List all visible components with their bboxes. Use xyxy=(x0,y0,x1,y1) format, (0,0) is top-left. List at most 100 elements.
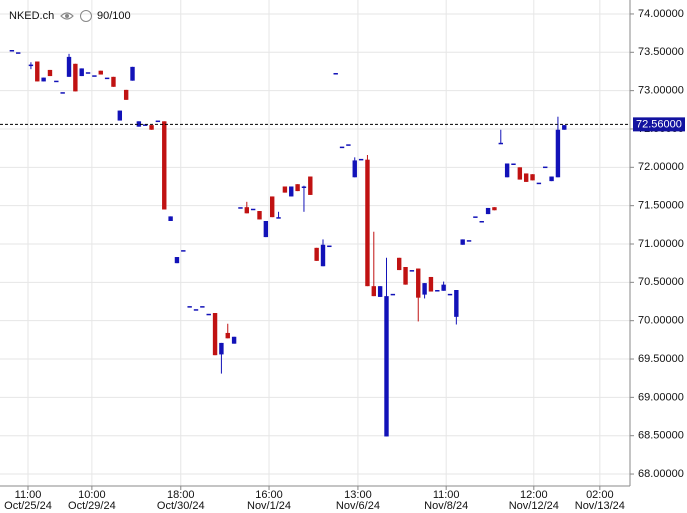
candle xyxy=(35,61,40,82)
x-tick-label: Nov/12/24 xyxy=(509,500,559,512)
body xyxy=(511,163,516,165)
body xyxy=(358,158,364,161)
eye-icon[interactable] xyxy=(60,12,74,20)
candle xyxy=(295,184,300,192)
body xyxy=(225,332,230,339)
body xyxy=(479,221,484,223)
body xyxy=(187,306,192,308)
body xyxy=(295,184,300,192)
body xyxy=(193,309,199,311)
candle xyxy=(479,221,484,223)
candle xyxy=(92,75,97,77)
candle xyxy=(352,157,357,178)
candle xyxy=(460,239,465,245)
body xyxy=(498,142,503,145)
candle xyxy=(422,283,427,299)
body xyxy=(238,207,243,209)
candle xyxy=(384,257,389,437)
y-tick-label: 68.50000 xyxy=(638,430,684,442)
candle xyxy=(371,231,376,297)
candle xyxy=(16,52,21,54)
candle xyxy=(270,196,275,218)
candle xyxy=(54,80,59,83)
candle xyxy=(143,124,148,126)
y-tick-label: 68.00000 xyxy=(638,468,684,480)
grid xyxy=(0,0,630,486)
candle xyxy=(66,53,72,77)
candle xyxy=(206,313,211,316)
body xyxy=(282,186,288,193)
body xyxy=(365,159,370,287)
body xyxy=(396,257,402,271)
body xyxy=(454,290,459,317)
candle xyxy=(47,69,53,77)
candle xyxy=(85,72,91,74)
body xyxy=(447,293,453,296)
candle xyxy=(403,267,408,285)
candle xyxy=(435,290,440,292)
axis-labels: 74.0000073.5000073.0000072.5000072.00000… xyxy=(4,8,685,512)
candle xyxy=(314,247,319,261)
x-tick-label: 10:00 xyxy=(78,489,106,501)
candle xyxy=(28,62,34,70)
body xyxy=(16,52,21,54)
candle xyxy=(485,207,491,215)
candle xyxy=(549,176,554,182)
candle xyxy=(181,250,186,252)
candle xyxy=(301,185,307,212)
candle xyxy=(250,208,256,211)
candle xyxy=(123,89,129,100)
candle xyxy=(98,70,103,75)
candle xyxy=(79,68,84,77)
body xyxy=(536,182,542,185)
candle xyxy=(219,342,224,374)
x-tick-label: Nov/1/24 xyxy=(247,500,291,512)
body xyxy=(54,80,59,83)
body xyxy=(168,216,173,221)
body xyxy=(9,50,15,52)
y-tick-label: 71.00000 xyxy=(638,238,684,250)
candle xyxy=(263,220,269,238)
body xyxy=(155,120,161,123)
candle xyxy=(530,174,535,181)
body xyxy=(422,283,427,295)
candle xyxy=(136,121,142,127)
candles xyxy=(0,50,630,437)
body xyxy=(130,66,135,81)
candle xyxy=(9,50,15,52)
body xyxy=(562,125,567,130)
body xyxy=(333,73,338,75)
body xyxy=(111,76,116,87)
body xyxy=(200,306,205,308)
rating: 90/100 xyxy=(97,10,131,22)
body xyxy=(270,196,275,218)
body xyxy=(543,166,548,169)
last-price-label: 72.56000 xyxy=(636,118,682,130)
body xyxy=(409,270,415,272)
x-tick-label: Nov/13/24 xyxy=(575,500,625,512)
candle xyxy=(409,270,415,272)
candle xyxy=(149,125,154,130)
legend: NKED.ch 90/100 xyxy=(9,10,131,22)
body xyxy=(98,70,103,75)
candle xyxy=(428,276,434,292)
candle xyxy=(536,182,542,185)
candle xyxy=(504,163,510,178)
body xyxy=(60,92,65,94)
body xyxy=(492,207,497,211)
body xyxy=(149,125,154,130)
body xyxy=(35,61,40,82)
x-tick-label: Nov/6/24 xyxy=(336,500,380,512)
body xyxy=(352,160,357,178)
y-tick-label: 73.50000 xyxy=(638,46,684,58)
candle xyxy=(333,73,338,75)
body xyxy=(250,208,256,211)
body xyxy=(460,239,465,245)
x-tick-label: Nov/8/24 xyxy=(424,500,468,512)
body xyxy=(123,89,129,100)
candle xyxy=(562,125,567,130)
body xyxy=(257,211,262,220)
candle xyxy=(276,211,281,219)
x-tick-label: Oct/30/24 xyxy=(157,500,205,512)
y-tick-label: 72.00000 xyxy=(638,161,684,173)
